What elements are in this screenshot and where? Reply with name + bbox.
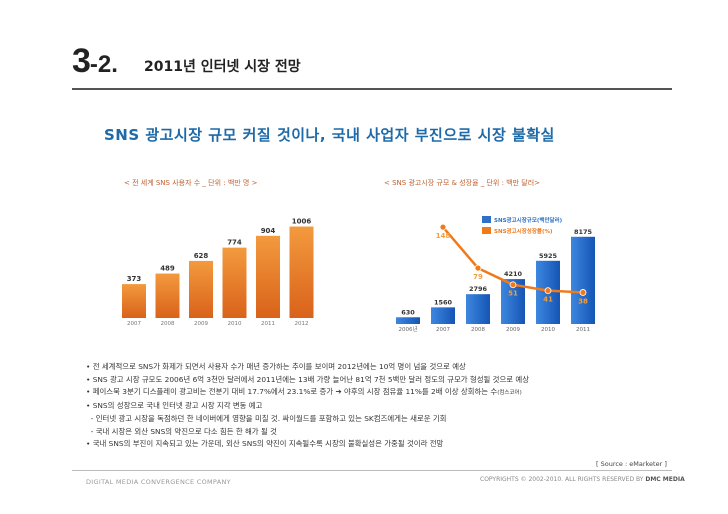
bar-2007 — [122, 284, 146, 318]
bar-2011 — [571, 236, 595, 324]
bar-2012 — [289, 226, 314, 318]
data-label-2010: 774 — [227, 239, 242, 247]
tick-label-2008: 2008 — [471, 327, 485, 332]
bar-2011 — [256, 235, 280, 318]
bar-2006년 — [396, 317, 420, 324]
bullet-source-note: (컴스코어) — [497, 390, 522, 397]
data-label-2008: 2796 — [469, 285, 488, 293]
growth-point-2007 — [439, 223, 447, 231]
bullet-item: • 전 세계적으로 SNS가 화제가 되면서 사용자 수가 매년 증가하는 추이… — [86, 362, 466, 371]
bullet-sub-item: - 국내 시장은 외산 SNS의 약진으로 다소 힘든 한 해가 될 것 — [86, 426, 277, 436]
brand-name: DMC MEDIA — [645, 476, 685, 483]
tick-label-2007: 2007 — [127, 321, 141, 327]
bullet-item: • 페이스북 3분기 디스플레이 광고비는 전분기 대비 17.7%에서 23.… — [86, 386, 529, 400]
data-label-2007: 1560 — [434, 298, 453, 306]
footer-divider — [72, 470, 672, 471]
company-name: DIGITAL MEDIA CONVERGENCE COMPANY — [86, 478, 231, 486]
data-label-2007: 373 — [127, 275, 142, 283]
tick-label-2006년: 2006년 — [398, 325, 417, 332]
tick-label-2011: 2011 — [576, 327, 590, 332]
data-label-2012: 1006 — [292, 218, 312, 226]
growth-label-2009: 51 — [508, 290, 518, 298]
left-bar-chart: 373 2007 489 2008 628 2009 774 2010 904 2011 1006 2… — [114, 218, 314, 327]
growth-point-2010 — [544, 287, 552, 295]
legend-swatch-1 — [482, 227, 491, 234]
data-label-2011: 8175 — [574, 228, 593, 236]
legend-entry-0: SNS광고시장규모(백만달러) — [494, 216, 563, 224]
tick-label-2011: 2011 — [261, 321, 275, 327]
bullet-list: • 전 세계적으로 SNS가 화제가 되면서 사용자 수가 매년 증가하는 추이… — [86, 361, 529, 451]
copyright-text: COPYRIGHTS © 2002-2010. ALL RIGHTS RESER… — [480, 476, 644, 483]
bullet-sub-item: - 인터넷 광고 시장을 독점하던 한 네이버에게 영향을 미칠 것. 싸이월드… — [86, 413, 447, 423]
tick-label-2009: 2009 — [194, 321, 208, 327]
data-label-2009: 628 — [194, 252, 209, 260]
copyright: COPYRIGHTS © 2002-2010. ALL RIGHTS RESER… — [480, 476, 685, 483]
left-chart-title: < 전 세계 SNS 사용자 수 _ 단위 : 백만 명 > — [124, 179, 258, 187]
tick-label-2010: 2010 — [228, 321, 242, 327]
bar-2010 — [222, 247, 247, 318]
right-combo-chart: 630 2006년 1560 2007 2796 2008 4210 2009 5925 2010… — [396, 216, 595, 332]
right-chart-title: < SNS 광고시장 규모 & 성장율 _ 단위 : 백만 달러> — [384, 179, 541, 187]
bullet-text: • 페이스북 3분기 디스플레이 광고비는 전분기 대비 17.7%에서 23.… — [86, 387, 498, 397]
legend-entry-1: SNS광고시장성장률(%) — [494, 227, 553, 235]
tick-label-2010: 2010 — [541, 327, 555, 332]
growth-point-2008 — [474, 264, 482, 272]
data-label-2010: 5925 — [539, 252, 558, 260]
tick-label-2012: 2012 — [295, 321, 309, 327]
section-number: 3-2. — [72, 42, 118, 81]
data-label-2006년: 630 — [401, 308, 415, 316]
growth-point-2009 — [509, 281, 517, 289]
bar-2008 — [466, 294, 490, 324]
section-title: 2011년 인터넷 시장 전망 — [144, 59, 301, 75]
bullet-item: • 국내 SNS의 부진이 지속되고 있는 가운데, 외산 SNS의 약진이 지… — [86, 439, 444, 449]
source-note: [ Source : eMarketer ] — [596, 460, 667, 468]
tick-label-2008: 2008 — [161, 321, 175, 327]
headline: SNS 광고시장 규모 커질 것이나, 국내 사업자 부진으로 시장 불확실 — [104, 126, 555, 144]
x-axis-band — [114, 318, 310, 326]
data-label-2011: 904 — [261, 227, 276, 235]
growth-label-2010: 41 — [543, 296, 553, 304]
tick-label-2009: 2009 — [506, 327, 520, 332]
growth-label-2008: 79 — [473, 273, 483, 281]
data-label-2009: 4210 — [504, 270, 523, 278]
growth-point-2011 — [579, 289, 587, 296]
header-divider — [72, 88, 672, 90]
data-label-2008: 489 — [160, 265, 175, 273]
bar-2009 — [189, 260, 213, 318]
bar-2007 — [431, 307, 455, 324]
growth-label-2011: 38 — [578, 297, 588, 305]
section-number-main: 3 — [72, 42, 91, 80]
tick-label-2007: 2007 — [436, 327, 450, 332]
growth-label-2007: 148 — [436, 232, 451, 240]
bullet-item: • SNS 광고 시장 규모도 2006년 6억 3천만 달러에서 2011년에… — [86, 374, 530, 384]
legend-swatch-0 — [482, 216, 491, 223]
bullet-item: • SNS의 성장으로 국내 인터넷 광고 시장 지각 변동 예고 — [86, 401, 263, 411]
bar-2008 — [155, 273, 180, 318]
section-number-suffix: -2. — [89, 51, 118, 78]
